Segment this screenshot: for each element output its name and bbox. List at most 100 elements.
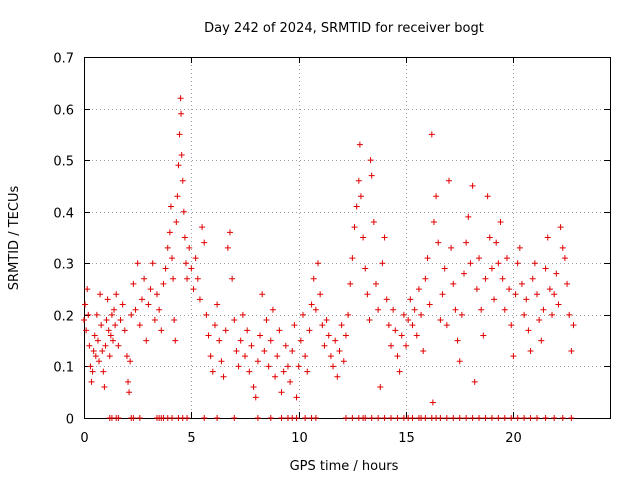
data-point [510, 353, 517, 360]
data-point [476, 255, 483, 262]
data-point [151, 317, 158, 324]
data-point [454, 337, 461, 344]
data-point [199, 224, 206, 231]
data-point [486, 234, 493, 241]
data-point [381, 415, 388, 421]
data-point [192, 255, 199, 262]
data-point [254, 358, 261, 365]
data-point [117, 317, 124, 324]
data-point [476, 415, 483, 421]
data-point [226, 229, 233, 236]
data-point [81, 317, 87, 324]
data-point [107, 332, 114, 339]
data-point [321, 342, 328, 349]
data-point [196, 296, 203, 303]
data-point [115, 342, 122, 349]
data-point [534, 415, 541, 421]
data-point [383, 296, 390, 303]
data-point [396, 368, 403, 375]
data-point [501, 415, 508, 421]
data-point [463, 415, 470, 421]
data-point [136, 322, 143, 329]
data-point [317, 291, 324, 298]
data-point [381, 234, 388, 241]
data-point [372, 280, 379, 287]
data-point [102, 342, 109, 349]
data-point [469, 415, 476, 421]
data-point [207, 353, 214, 360]
data-point [497, 219, 504, 226]
data-point [540, 306, 547, 313]
data-point [242, 353, 249, 360]
data-point [433, 193, 440, 200]
data-point [170, 275, 177, 282]
data-point [119, 301, 126, 308]
data-point [450, 280, 457, 287]
data-point [367, 157, 374, 164]
data-point [495, 415, 502, 421]
data-point [111, 306, 118, 313]
data-point [360, 234, 367, 241]
data-point [310, 275, 317, 282]
data-point [302, 415, 309, 421]
y-tick-label: 0.5 [53, 155, 74, 170]
data-point [282, 342, 289, 349]
data-point [437, 317, 444, 324]
data-point [429, 399, 436, 406]
data-point [325, 332, 332, 339]
data-point [100, 368, 107, 375]
data-point [445, 177, 452, 184]
data-point [349, 255, 356, 262]
data-point [356, 141, 363, 148]
data-point [469, 182, 476, 189]
data-point [173, 219, 180, 226]
data-point [375, 415, 382, 421]
data-point [385, 322, 392, 329]
data-point [83, 327, 90, 334]
data-point [136, 415, 143, 421]
data-point [112, 322, 119, 329]
data-point [205, 332, 212, 339]
data-point [284, 363, 291, 370]
data-point [368, 172, 375, 179]
data-point [97, 291, 104, 298]
data-point [495, 260, 502, 267]
data-point [503, 255, 510, 262]
data-point [521, 311, 528, 318]
data-point [368, 415, 375, 421]
data-point [259, 291, 266, 298]
data-point [233, 347, 240, 354]
data-point [568, 415, 575, 421]
data-point [557, 224, 564, 231]
data-point [546, 286, 553, 293]
data-point [456, 358, 463, 365]
data-point [480, 332, 487, 339]
data-point [478, 306, 485, 313]
data-point [420, 347, 427, 354]
data-point [149, 260, 156, 267]
y-tick-label: 0.4 [53, 207, 74, 222]
data-point [130, 415, 137, 421]
data-point [126, 389, 133, 396]
x-tick-label: 0 [80, 431, 88, 446]
data-point [267, 415, 274, 421]
data-point [248, 342, 255, 349]
data-point [312, 415, 319, 421]
data-point [88, 378, 95, 385]
data-point [237, 337, 244, 344]
data-point [342, 415, 349, 421]
data-point [297, 337, 304, 344]
data-point [327, 353, 334, 360]
data-point [542, 415, 549, 421]
data-point [82, 301, 89, 308]
data-point [340, 358, 347, 365]
data-point [252, 394, 259, 401]
data-point [143, 337, 150, 344]
data-point [377, 384, 384, 391]
data-point [390, 306, 397, 313]
data-point [349, 415, 356, 421]
data-point [211, 322, 218, 329]
data-point [94, 337, 101, 344]
data-point [103, 317, 110, 324]
